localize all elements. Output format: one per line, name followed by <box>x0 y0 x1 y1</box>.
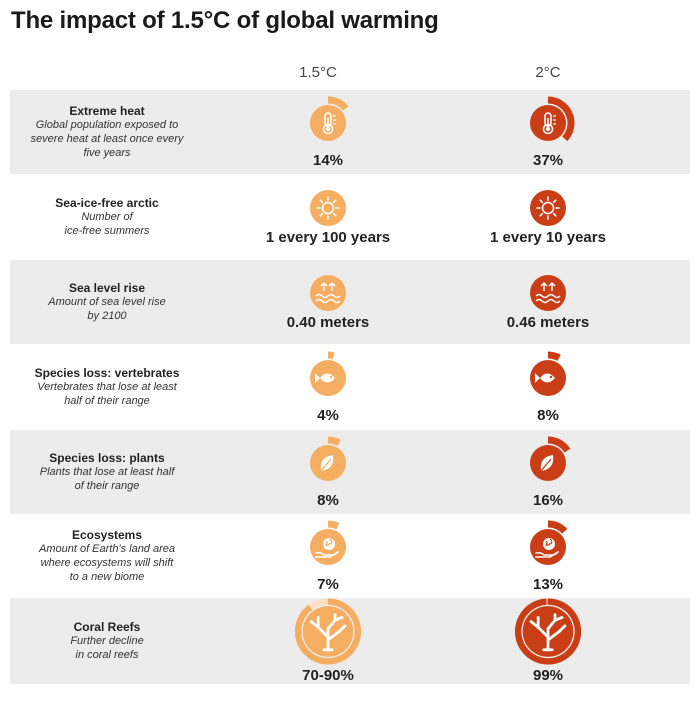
icon-disc <box>530 274 566 311</box>
icon-disc <box>530 189 566 226</box>
row-label: Sea-ice-free arctic Number of ice-free su… <box>22 174 192 260</box>
page-title: The impact of 1.5°C of global warming <box>11 7 439 34</box>
impact-row: Extreme heat Global population exposed to… <box>10 90 690 174</box>
cell-2c: 1 every 10 years <box>438 174 658 260</box>
fish-icon <box>310 350 346 396</box>
row-label: Sea level rise Amount of sea level rise b… <box>22 260 192 344</box>
progress-arc <box>327 96 349 111</box>
sea-level-icon <box>530 274 566 311</box>
row-description: Amount of sea level rise by 2100 <box>48 296 166 322</box>
value-label: 14% <box>312 151 344 169</box>
row-title: Sea-ice-free arctic <box>55 196 159 210</box>
progress-arc <box>294 598 361 665</box>
row-label: Species loss: vertebrates Vertebrates tha… <box>22 344 192 430</box>
row-description: Vertebrates that lose at least half of t… <box>37 381 177 407</box>
cell-2c: 13% <box>438 514 658 598</box>
fish-icon <box>530 350 566 396</box>
impact-row: Coral Reefs Further decline in coral reef… <box>10 598 690 684</box>
row-title: Species loss: plants <box>49 451 165 465</box>
cell-2c: 16% <box>438 430 658 514</box>
impact-row: Ecosystems Amount of Earth's land area wh… <box>10 514 690 598</box>
sea-level-icon <box>310 274 346 311</box>
thermometer-icon <box>310 96 349 141</box>
progress-arc <box>327 350 335 359</box>
cell-1-5c: 14% <box>218 90 438 174</box>
value-label: 8% <box>537 406 559 424</box>
progress-arc <box>547 96 575 141</box>
impact-row: Sea level rise Amount of sea level rise b… <box>10 260 690 344</box>
row-title: Sea level rise <box>68 281 146 295</box>
cell-1-5c: 8% <box>218 430 438 514</box>
impact-row: Species loss: vertebrates Vertebrates tha… <box>10 344 690 430</box>
value-label: 1 every 100 years <box>265 228 391 246</box>
sun-icon <box>310 189 346 226</box>
value-label: 37% <box>532 151 564 169</box>
value-label: 99% <box>532 667 564 684</box>
impact-row: Species loss: plants Plants that lose at … <box>10 430 690 514</box>
cell-2c: 37% <box>438 90 658 174</box>
row-description: Plants that lose at least half of their … <box>39 466 175 492</box>
sun-icon <box>530 189 566 226</box>
impact-row: Sea-ice-free arctic Number of ice-free su… <box>10 174 690 260</box>
row-description: Amount of Earth's land area where ecosys… <box>38 543 175 583</box>
row-label: Coral Reefs Further decline in coral reef… <box>22 598 192 684</box>
row-description: Number of ice-free summers <box>64 211 150 237</box>
value-label: 16% <box>532 491 564 509</box>
progress-arc <box>547 436 571 453</box>
cell-2c: 99% <box>438 598 658 684</box>
cell-2c: 8% <box>438 344 658 430</box>
row-label: Species loss: plants Plants that lose at … <box>22 430 192 514</box>
value-label: 7% <box>317 575 339 593</box>
column-header-1-5c: 1.5°C <box>299 64 337 81</box>
coral-icon <box>294 598 362 665</box>
globe-hand-icon <box>530 520 568 565</box>
row-title: Extreme heat <box>69 104 145 118</box>
value-label: 4% <box>317 406 339 424</box>
leaf-icon <box>530 436 571 481</box>
progress-arc <box>327 520 340 529</box>
value-label: 13% <box>532 575 564 593</box>
value-label: 1 every 10 years <box>490 228 606 246</box>
icon-disc <box>310 274 346 311</box>
row-description: Further decline in coral reefs <box>70 635 144 661</box>
row-title: Species loss: vertebrates <box>34 366 180 380</box>
row-title: Ecosystems <box>71 528 143 542</box>
value-label: 8% <box>317 491 339 509</box>
row-title: Coral Reefs <box>73 620 141 634</box>
row-description: Global population exposed to severe heat… <box>30 119 184 159</box>
coral-icon <box>514 598 582 665</box>
value-label: 70-90% <box>302 667 354 684</box>
progress-arc <box>515 598 582 665</box>
row-label: Ecosystems Amount of Earth's land area wh… <box>22 514 192 598</box>
progress-arc <box>547 350 561 361</box>
thermometer-icon <box>530 96 575 141</box>
cell-1-5c: 4% <box>218 344 438 430</box>
value-label: 0.46 meters <box>506 313 590 331</box>
cell-2c: 0.46 meters <box>438 260 658 344</box>
leaf-icon <box>310 435 346 481</box>
row-label: Extreme heat Global population exposed to… <box>22 90 192 174</box>
cell-1-5c: 0.40 meters <box>218 260 438 344</box>
cell-1-5c: 70-90% <box>218 598 438 684</box>
icon-disc <box>310 189 346 226</box>
progress-arc <box>327 435 341 446</box>
cell-1-5c: 7% <box>218 514 438 598</box>
value-label: 0.40 meters <box>286 313 370 331</box>
progress-arc <box>547 520 568 534</box>
column-header-2c: 2°C <box>535 64 561 81</box>
cell-1-5c: 1 every 100 years <box>218 174 438 260</box>
globe-hand-icon <box>310 520 346 565</box>
